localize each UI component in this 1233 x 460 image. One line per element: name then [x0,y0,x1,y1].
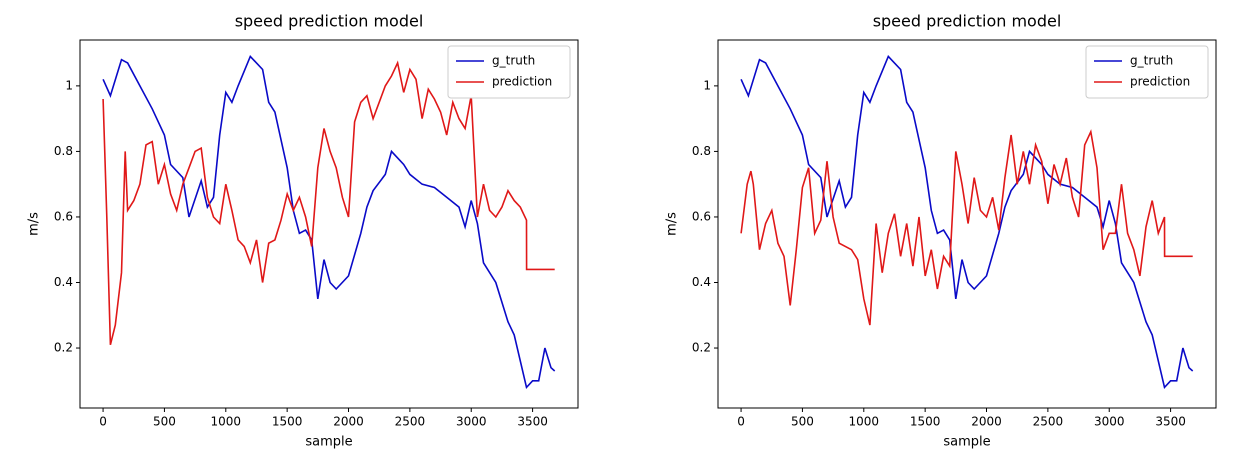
x-tick-label: 1000 [211,415,242,429]
chart-title: speed prediction model [873,12,1062,31]
x-tick-label: 1000 [849,415,880,429]
y-tick-label: 0.8 [692,144,711,158]
legend-label: g_truth [1130,54,1173,68]
y-tick-label: 0.4 [54,275,73,289]
y-tick-label: 0.6 [692,209,711,223]
x-tick-label: 3000 [456,415,487,429]
legend-label: g_truth [492,54,535,68]
y-tick-label: 1 [703,78,711,92]
legend-label: prediction [1130,75,1190,89]
x-tick-label: 500 [791,415,814,429]
x-tick-label: 0 [737,415,745,429]
x-tick-label: 3000 [1094,415,1125,429]
data-line [102,60,555,345]
data-line [740,129,1193,326]
x-tick-label: 2000 [971,415,1002,429]
x-axis-label: sample [305,435,352,450]
data-line [740,54,1194,390]
x-tick-label: 1500 [910,415,941,429]
x-tick-label: 0 [99,415,107,429]
legend-label: prediction [492,75,552,89]
y-axis-label: m/s [665,212,680,236]
data-line [102,54,556,390]
x-tick-label: 2000 [333,415,364,429]
y-tick-label: 0.6 [54,209,73,223]
legend-box [447,45,571,99]
x-tick-label: 500 [153,415,176,429]
y-tick-label: 0.4 [692,275,711,289]
y-tick-label: 0.8 [54,144,73,158]
legend-box [1085,45,1209,99]
x-tick-label: 3500 [1155,415,1186,429]
x-tick-label: 2500 [395,415,426,429]
y-tick-label: 0.2 [54,341,73,355]
x-axis-label: sample [943,435,990,450]
y-tick-label: 0.2 [692,341,711,355]
chart-title: speed prediction model [235,12,424,31]
axes-frame [79,39,579,409]
y-axis-label: m/s [27,212,42,236]
y-tick-label: 1 [65,78,73,92]
axes-frame [717,39,1217,409]
x-tick-label: 2500 [1033,415,1064,429]
x-tick-label: 3500 [517,415,548,429]
x-tick-label: 1500 [272,415,303,429]
